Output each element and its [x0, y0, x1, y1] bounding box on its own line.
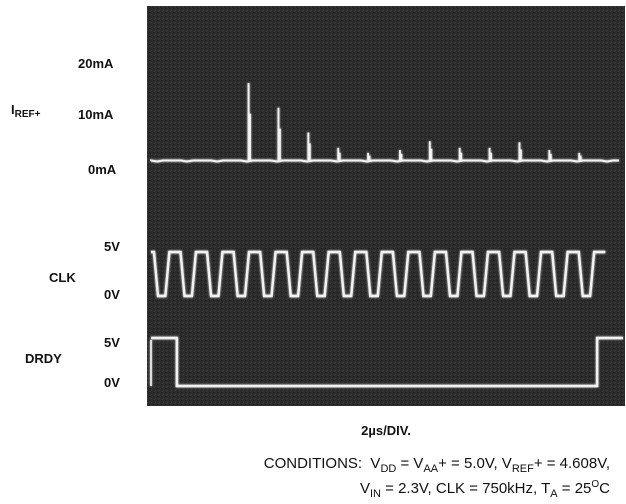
- tick-label-0ma: 0mA: [88, 162, 117, 177]
- channel-label-iref: IREF+: [11, 102, 41, 120]
- tick-label-10ma: 10mA: [78, 107, 114, 122]
- iref-spike-2: [277, 107, 281, 160]
- tick-label-drdy-5v: 5V: [104, 335, 120, 350]
- drdy-trace: [151, 336, 623, 388]
- iref-spike-6: [399, 150, 403, 160]
- tick-label-clk-5v: 5V: [104, 239, 120, 254]
- conditions-prefix: CONDITIONS:: [263, 455, 371, 472]
- iref-spike-11: [548, 150, 552, 160]
- channel-label-drdy: DRDY: [25, 351, 62, 366]
- conditions-line-2: VIN = 2.3V, CLK = 750kHz, TA = 25OC: [360, 480, 610, 500]
- iref-spike-4: [337, 147, 341, 160]
- iref-spike-12: [578, 152, 582, 160]
- conditions-line-1: CONDITIONS: VDD = VAA+ = 5.0V, VREF+ = 4…: [264, 456, 610, 475]
- iref-spike-7: [428, 141, 433, 160]
- iref-spike-9: [488, 147, 492, 160]
- channel-label-clk: CLK: [49, 270, 76, 285]
- conditions-text-1: VDD = VAA+ = 5.0V, VREF+ = 4.608V,: [370, 455, 610, 475]
- conditions-text-2: VIN = 2.3V, CLK = 750kHz, TA = 25OC: [359, 479, 610, 500]
- screen-background: [147, 6, 625, 406]
- tick-label-20ma: 20mA: [78, 56, 114, 71]
- iref-spike-3: [307, 132, 311, 160]
- clk-trace: [151, 250, 606, 298]
- iref-spike-8: [458, 147, 463, 160]
- tick-label-clk-0v: 0V: [104, 287, 120, 302]
- iref-spike-1: [247, 83, 251, 160]
- iref-baseline-trace: [150, 159, 619, 163]
- oscilloscope-plot: [147, 6, 625, 406]
- tick-label-drdy-0v: 0V: [104, 375, 120, 390]
- iref-spike-5: [367, 152, 371, 160]
- time-per-division: 2µs/DIV.: [361, 423, 411, 438]
- oscilloscope-screen: [147, 6, 625, 406]
- iref-spike-10: [518, 142, 522, 160]
